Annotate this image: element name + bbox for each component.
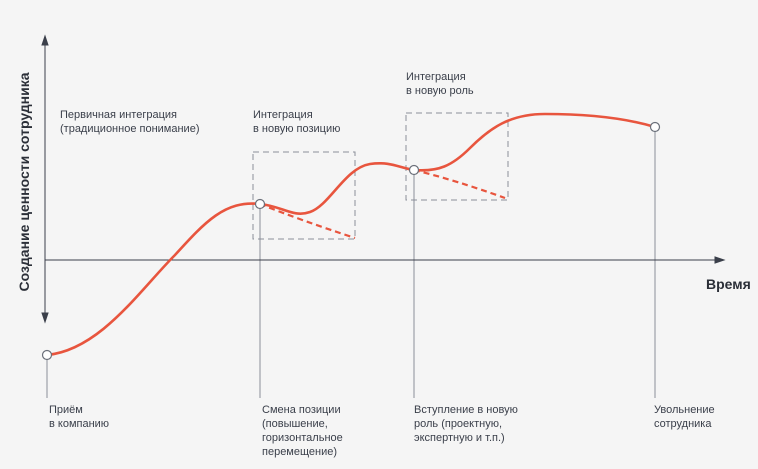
marker-position-change xyxy=(254,198,266,210)
marker-new-role xyxy=(408,164,420,176)
axes xyxy=(41,34,726,324)
event-markers xyxy=(41,121,661,361)
integration-boxes xyxy=(252,112,509,240)
label-integration-new-position: Интеграция в новую позицию xyxy=(253,109,341,135)
event-label-new-role: Вступление в новую роль (проектную, эксп… xyxy=(414,404,518,444)
box-new-position xyxy=(252,151,356,240)
event-label-hire: Приём в компанию xyxy=(49,404,110,430)
event-guides xyxy=(46,127,656,398)
y-axis-title: Создание ценности сотрудника xyxy=(16,72,32,292)
event-label-position-change: Смена позиции (повышение, горизонтальное… xyxy=(262,404,343,458)
marker-leave xyxy=(649,121,661,133)
label-primary-integration: Первичная интеграция (традиционное поним… xyxy=(60,109,200,135)
y-axis-arrow-up xyxy=(41,34,49,46)
drop-after-new-role xyxy=(413,168,506,200)
event-label-leave: Увольнение сотрудника xyxy=(654,404,715,430)
label-integration-new-role: Интеграция в новую роль xyxy=(406,71,474,97)
value-curve xyxy=(46,112,656,357)
y-axis-arrow-down xyxy=(41,312,49,324)
x-axis-title: Время xyxy=(706,276,751,292)
marker-hire xyxy=(41,349,53,361)
x-axis-arrow xyxy=(714,256,726,264)
box-new-role xyxy=(405,112,509,201)
drop-projections xyxy=(259,168,506,240)
drop-after-position-change xyxy=(259,202,356,240)
